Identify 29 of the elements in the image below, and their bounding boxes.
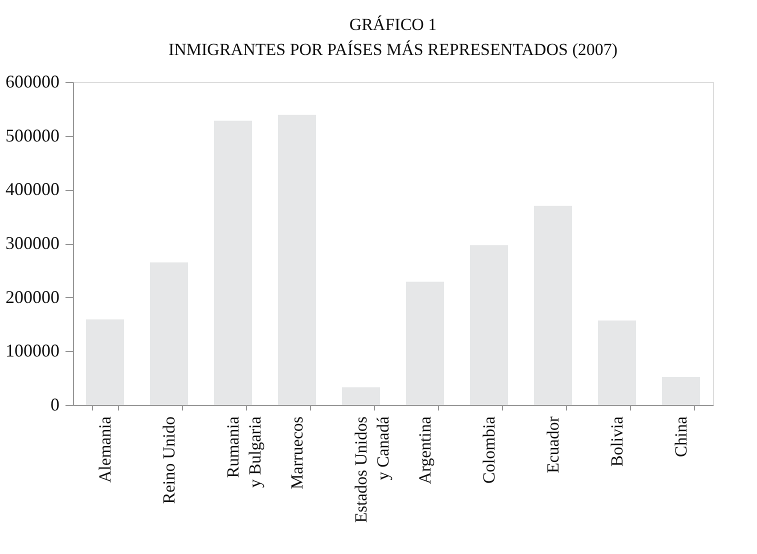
- x-tick-label: Rumania y Bulgaria: [224, 416, 264, 488]
- x-tick-label: China: [672, 416, 690, 458]
- x-tick-label: Argentina: [416, 416, 434, 484]
- bar: [662, 377, 700, 405]
- bar: [342, 387, 380, 405]
- y-tick-label: 0: [50, 394, 60, 414]
- bar: [214, 120, 252, 405]
- y-tick-label: 500000: [6, 125, 60, 146]
- bar: [470, 245, 508, 405]
- y-tick-label: 300000: [6, 233, 60, 253]
- bar: [86, 319, 124, 405]
- bar: [278, 114, 316, 405]
- x-tick-label: Estados Unidos y Canadá: [352, 416, 392, 523]
- y-tick-label: 600000: [6, 72, 60, 92]
- chart-subtitle: INMIGRANTES POR PAÍSES MÁS REPRESENTADOS (2007): [168, 40, 618, 59]
- x-tick-label: Bolivia: [608, 416, 626, 467]
- x-tick-label: Alemania: [96, 416, 114, 483]
- bar: [598, 320, 636, 405]
- bar: [150, 262, 188, 405]
- x-tick-label: Reino Unido: [160, 416, 178, 504]
- chart-title: GRÁFICO 1: [349, 15, 437, 34]
- bar: [406, 282, 444, 405]
- bar: [534, 206, 572, 405]
- y-tick-label: 200000: [6, 286, 60, 307]
- x-tick-label: Colombia: [480, 416, 498, 484]
- y-tick-label: 400000: [6, 179, 60, 200]
- x-tick-label: Marruecos: [288, 416, 306, 490]
- y-tick-label: 100000: [6, 340, 60, 361]
- x-tick-label: Ecuador: [544, 416, 562, 474]
